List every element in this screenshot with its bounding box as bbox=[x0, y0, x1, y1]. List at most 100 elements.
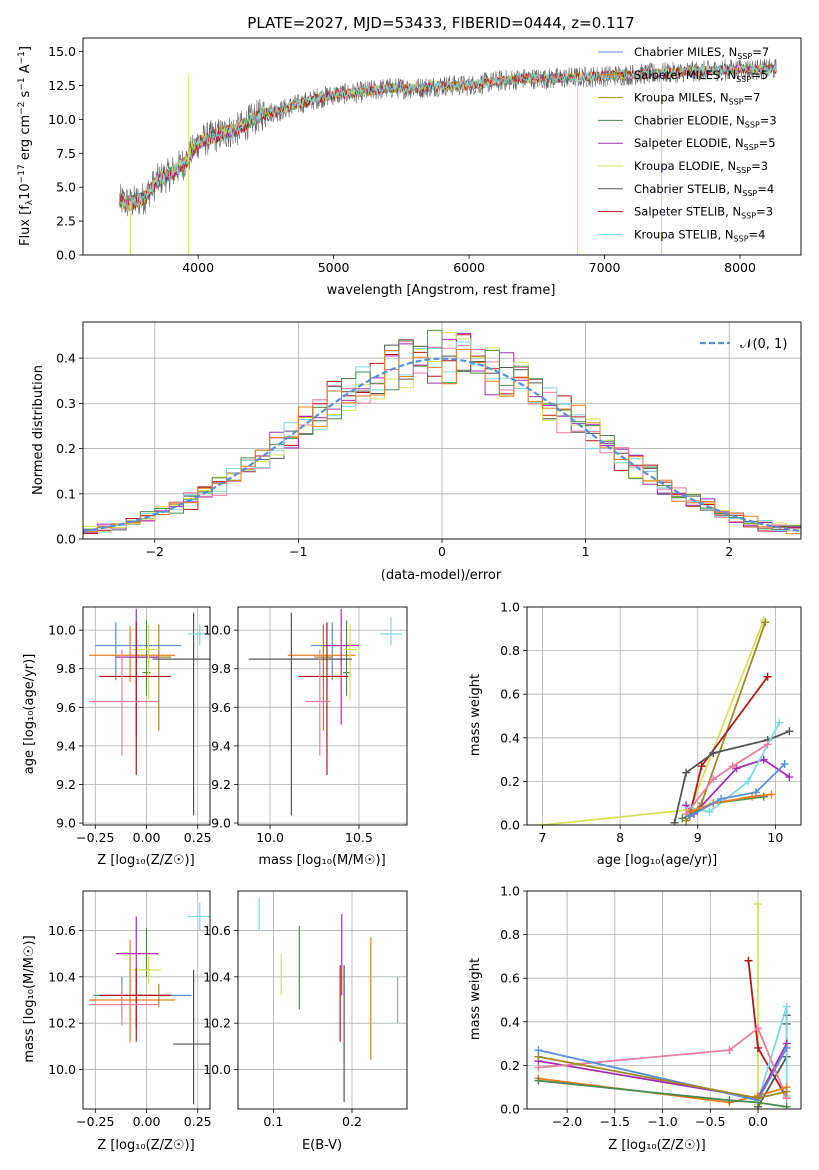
residuals-x-tick-label: 1 bbox=[582, 544, 590, 559]
legend-text: Chabrier STELIB, N bbox=[634, 182, 742, 196]
legend-count: =3 bbox=[760, 113, 777, 127]
weight-vs-age-point-marker bbox=[763, 740, 772, 749]
mass-vs-ebv-y-tick-label: 10.6 bbox=[203, 923, 231, 938]
spectrum-y-tick-label: 10.0 bbox=[48, 112, 76, 127]
mass-vs-metallicity-x-tick-label: 0.25 bbox=[184, 1114, 212, 1129]
legend-subscript: SSP bbox=[741, 212, 756, 221]
weight-vs-metallicity-marks bbox=[534, 900, 791, 1109]
spectrum-y-label-exp: −1 bbox=[17, 77, 27, 90]
residuals-legend-label: 𝒩(0, 1) bbox=[740, 337, 787, 352]
spectrum-legend-label: Kroupa ELODIE, NSSP=3 bbox=[634, 159, 768, 175]
weight-vs-age-point-marker bbox=[538, 821, 547, 825]
legend-subscript: SSP bbox=[737, 52, 752, 61]
residuals-y-tick-label: 0.2 bbox=[56, 441, 76, 456]
weight-vs-metallicity-x-axis-label: Z [log₁₀(Z/Z☉)] bbox=[608, 1138, 705, 1153]
weight-vs-metallicity-point-marker bbox=[534, 1076, 543, 1085]
weight-vs-age-series-line bbox=[685, 743, 769, 815]
spectrum-y-label-part: ] bbox=[18, 46, 33, 51]
legend-subscript: SSP bbox=[745, 120, 760, 129]
age-vs-metallicity-marks bbox=[89, 608, 210, 816]
spectrum-x-tick-label: 8000 bbox=[724, 260, 756, 275]
weight-vs-age-point-marker bbox=[785, 727, 794, 736]
mass-vs-ebv-panel: 0.1 0.2 10.0 10.2 10.4 10.6 E(B-V) bbox=[203, 890, 408, 1153]
spectrum-x-axis-label: wavelength [Angstrom, rest frame] bbox=[327, 283, 556, 298]
weight-vs-age-point-marker bbox=[763, 672, 772, 681]
legend-text: Salpeter ELODIE, N bbox=[634, 136, 744, 150]
weight-vs-age-series-line bbox=[689, 763, 786, 818]
legend-text: Chabrier ELODIE, N bbox=[634, 113, 745, 127]
spectrum-y-label-part: Flux [f bbox=[18, 205, 33, 246]
residuals-legend: 𝒩(0, 1) bbox=[700, 337, 787, 352]
weight-vs-metallicity-point-marker bbox=[754, 900, 763, 909]
legend-text: Salpeter STELIB, N bbox=[634, 205, 741, 219]
weight-vs-metallicity-point-marker bbox=[782, 1002, 791, 1011]
legend-text: Chabrier MILES, N bbox=[634, 45, 737, 59]
weight-vs-age-point-marker bbox=[678, 814, 687, 823]
residuals-x-tick-label: 0 bbox=[438, 544, 446, 559]
weight-vs-metallicity-point-marker bbox=[782, 1102, 791, 1109]
spectrum-y-tick-label: 15.0 bbox=[48, 44, 76, 59]
mass-vs-ebv-x-axis-label: E(B-V) bbox=[302, 1138, 342, 1153]
weight-vs-age-point-marker bbox=[670, 818, 679, 825]
weight-vs-age-point-marker bbox=[748, 792, 757, 801]
mass-vs-metallicity-y-tick-label: 10.6 bbox=[48, 923, 76, 938]
spectrum-legend-label: Chabrier STELIB, NSSP=4 bbox=[634, 182, 774, 198]
weight-vs-age-y-tick-label: 0.6 bbox=[500, 687, 520, 702]
residuals-plot-area: −2 −1 0 1 2 0.0 0.1 0.2 0.3 0.4 bbox=[56, 321, 802, 559]
spectrum-title: PLATE=2027, MJD=53433, FIBERID=0444, z=0… bbox=[247, 14, 634, 32]
age-vs-metallicity-y-tick-label: 9.6 bbox=[56, 700, 76, 715]
weight-vs-metallicity-series-line bbox=[538, 1079, 787, 1108]
weight-vs-age-y-tick-label: 0.4 bbox=[500, 730, 520, 745]
age-vs-metallicity-y-tick-label: 9.8 bbox=[56, 661, 76, 676]
weight-vs-metallicity-y-axis-label: mass weight bbox=[468, 958, 483, 1040]
weight-vs-age-y-tick-label: 0.0 bbox=[500, 818, 520, 833]
residuals-y-axis-label: Normed distribution bbox=[31, 365, 46, 495]
weight-vs-age-point-marker bbox=[759, 755, 768, 764]
weight-vs-age-point-marker bbox=[705, 807, 714, 816]
spectrum-legend-label: Kroupa STELIB, NSSP=4 bbox=[634, 227, 765, 243]
weight-vs-age-point-marker bbox=[686, 812, 695, 821]
legend-subscript: SSP bbox=[734, 234, 749, 243]
weight-vs-metallicity-y-tick-label: 0.8 bbox=[500, 927, 520, 942]
weight-vs-metallicity-plot-area: −2.0 −1.5 −1.0 −0.5 0.0 0.0 0.2 0.4 0.6 0.8 1.0 bbox=[500, 884, 802, 1129]
weight-vs-age-point-marker bbox=[744, 777, 753, 786]
mass-vs-metallicity-x-axis-label: Z [log₁₀(Z/Z☉)] bbox=[97, 1138, 194, 1153]
weight-vs-age-x-tick-label: 10 bbox=[767, 830, 783, 845]
weight-vs-metallicity-point-marker bbox=[782, 1043, 791, 1052]
spectrum-y-label-part: 10 bbox=[18, 183, 33, 200]
weight-vs-age-point-marker bbox=[709, 749, 718, 758]
mass-vs-metallicity-marks bbox=[89, 902, 210, 1105]
age-vs-mass-y-tick-label: 9.6 bbox=[211, 700, 231, 715]
mass-vs-ebv-y-tick-label: 10.2 bbox=[203, 1016, 231, 1031]
legend-count: =5 bbox=[751, 68, 768, 82]
mass-vs-metallicity-x-tick-label: −0.25 bbox=[76, 1114, 114, 1129]
age-vs-metallicity-x-tick-label: 0.25 bbox=[184, 830, 212, 845]
legend-count: =4 bbox=[749, 227, 766, 241]
age-vs-metallicity-x-tick-label: −0.25 bbox=[76, 830, 114, 845]
mass-vs-metallicity-panel: −0.25 0.00 0.25 10.0 10.2 10.4 10.6 Z [log₁₀(Z… bbox=[22, 890, 212, 1153]
weight-vs-metallicity-x-tick-label: −1.5 bbox=[600, 1114, 630, 1129]
spectrum-y-tick-label: 5.0 bbox=[56, 180, 76, 195]
mass-vs-ebv-y-tick-label: 10.4 bbox=[203, 969, 231, 984]
mass-vs-metallicity-plot-area: −0.25 0.00 0.25 10.0 10.2 10.4 10.6 bbox=[48, 890, 212, 1129]
weight-vs-age-point-marker bbox=[697, 762, 706, 771]
residuals-panel: −2 −1 0 1 2 0.0 0.1 0.2 0.3 0.4 𝒩(0, 1) (data-mod… bbox=[31, 321, 802, 583]
mass-vs-metallicity-y-axis-label: mass [log₁₀(M/M☉)] bbox=[22, 935, 37, 1062]
age-vs-mass-frame bbox=[237, 606, 408, 826]
legend-text: Kroupa ELODIE, N bbox=[634, 159, 736, 173]
age-vs-mass-plot-area: 10.0 10.5 9.0 9.2 9.4 9.6 9.8 10.0 bbox=[203, 606, 408, 845]
spectrum-y-axis-label: Flux [fλ10−17 erg cm−2 s−1 A−1] bbox=[17, 46, 35, 246]
age-vs-mass-y-tick-label: 9.8 bbox=[211, 661, 231, 676]
age-vs-metallicity-y-axis-label: age [log₁₀(age/yr)] bbox=[22, 654, 37, 775]
residuals-x-tick-label: −1 bbox=[289, 544, 307, 559]
weight-vs-metallicity-point-marker bbox=[754, 1024, 763, 1033]
legend-subscript: SSP bbox=[736, 166, 751, 175]
legend-subscript: SSP bbox=[729, 98, 744, 107]
spectrum-panel: PLATE=2027, MJD=53433, FIBERID=0444, z=0… bbox=[17, 14, 802, 298]
spectrum-x-tick-label: 5000 bbox=[318, 260, 350, 275]
age-vs-mass-y-tick-label: 10.0 bbox=[203, 623, 231, 638]
weight-vs-metallicity-point-marker bbox=[782, 1087, 791, 1096]
weight-vs-metallicity-point-marker bbox=[754, 1043, 763, 1052]
